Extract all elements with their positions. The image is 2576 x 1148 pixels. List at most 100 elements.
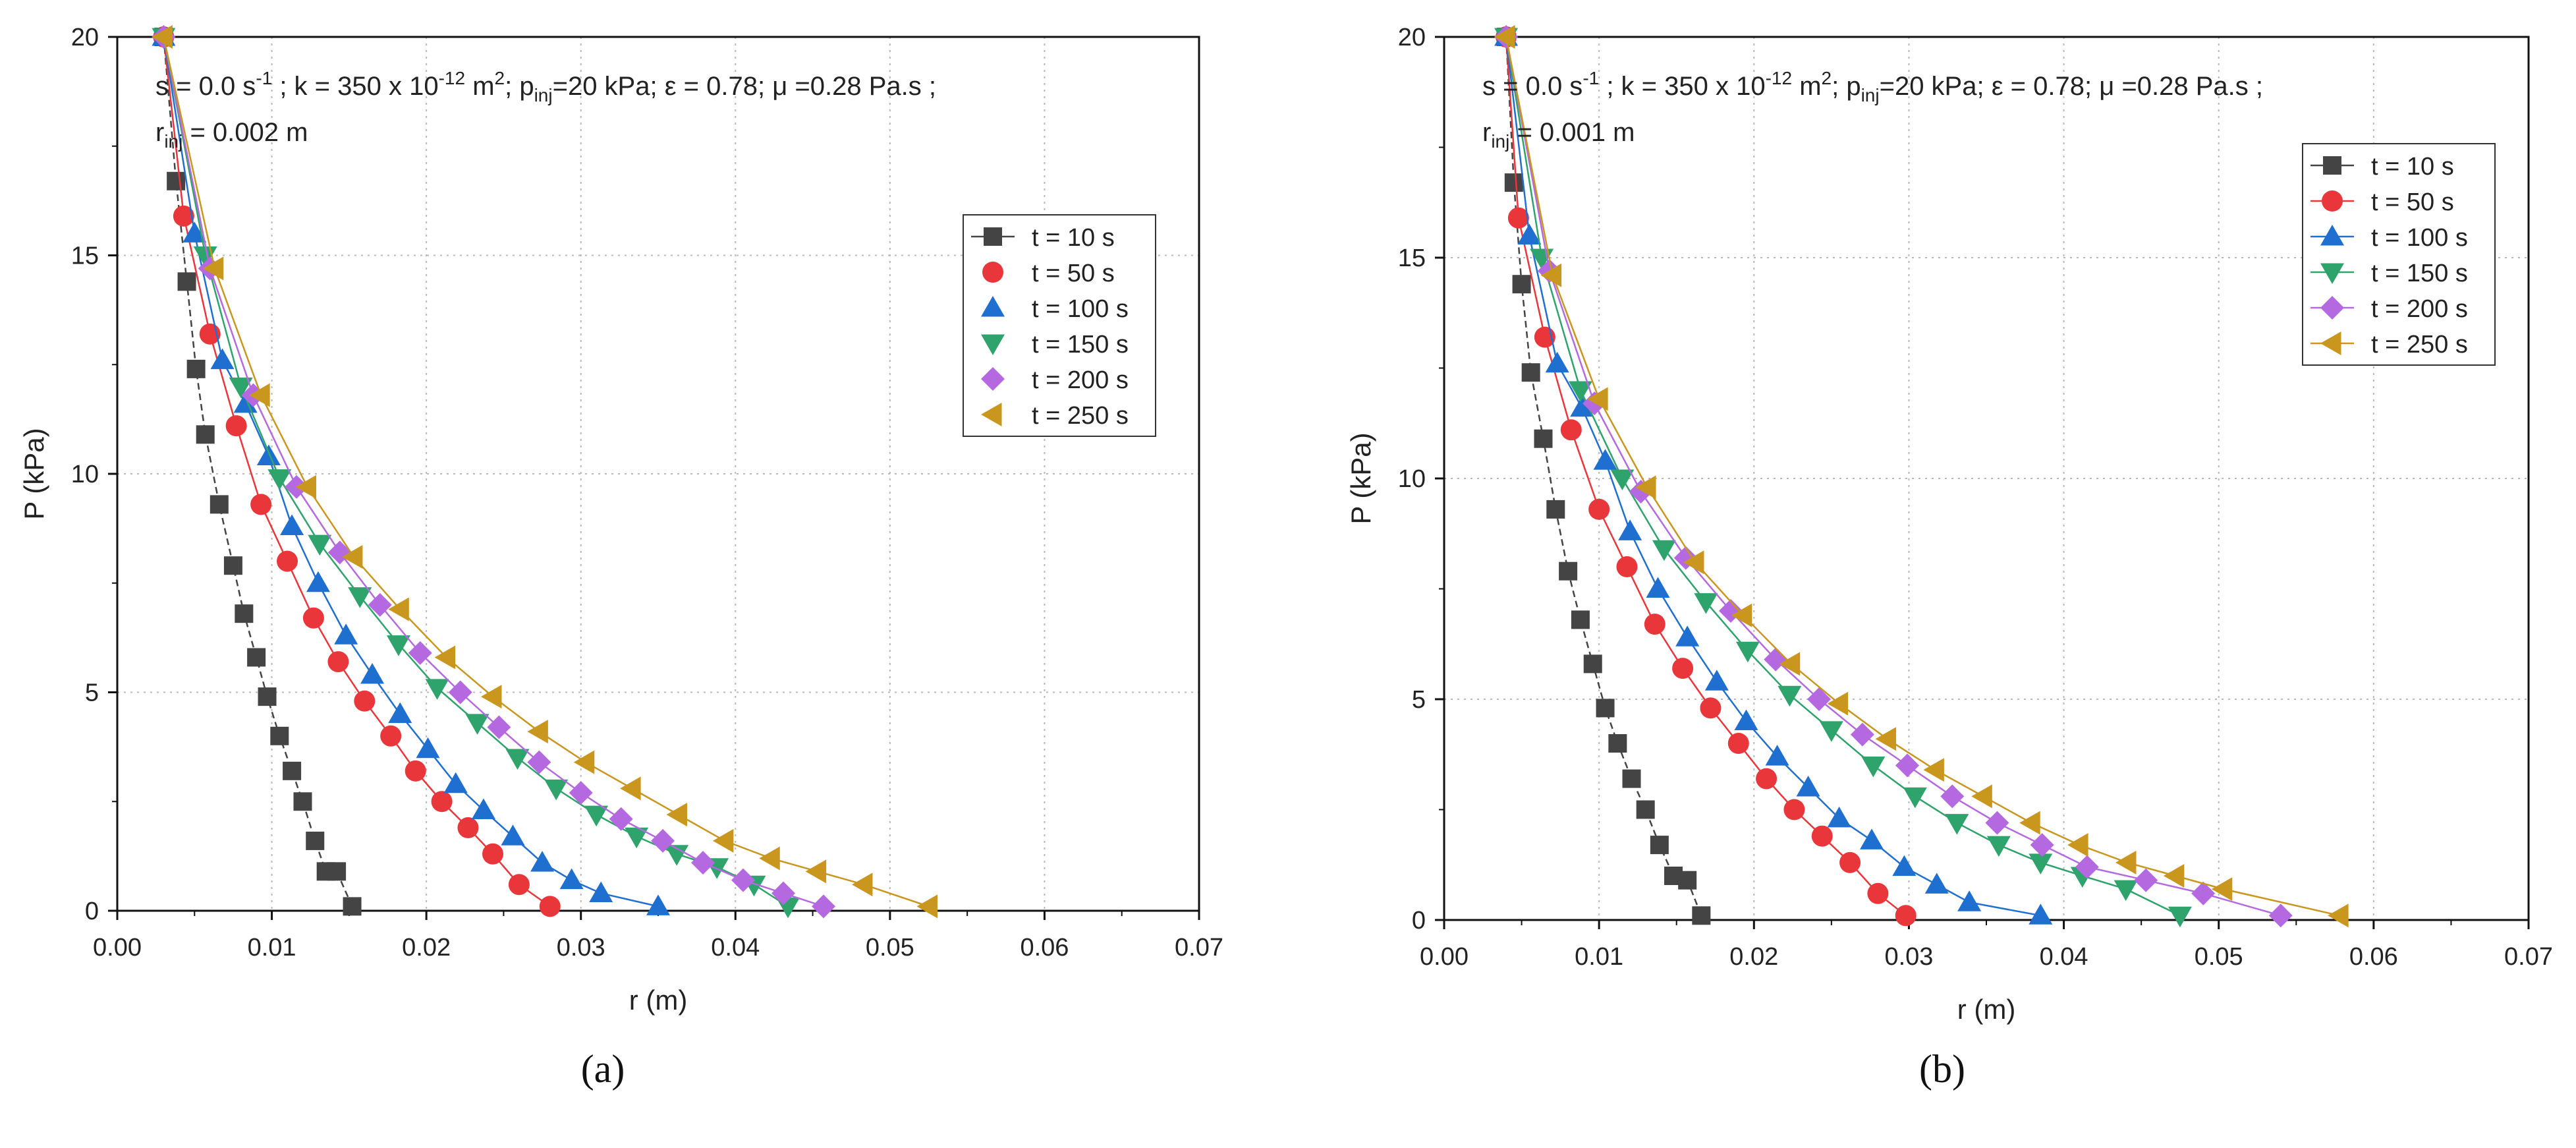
data-point bbox=[1546, 500, 1565, 519]
x-axis-label: r (m) bbox=[1957, 994, 2016, 1025]
data-point bbox=[1875, 727, 1897, 751]
data-point bbox=[731, 868, 756, 892]
legend-label: t = 10 s bbox=[1032, 224, 1115, 252]
x-tick-label: 0.04 bbox=[2040, 943, 2088, 971]
data-point bbox=[167, 171, 186, 190]
data-point bbox=[1570, 395, 1594, 417]
superscript: -12 bbox=[439, 68, 465, 88]
data-point bbox=[327, 540, 352, 565]
data-point bbox=[2168, 906, 2192, 928]
data-point bbox=[457, 817, 479, 839]
y-tick-label: 15 bbox=[1398, 244, 1426, 272]
series-line bbox=[1505, 36, 2181, 917]
data-point bbox=[508, 874, 530, 896]
data-point bbox=[1517, 223, 1542, 244]
data-point bbox=[368, 592, 392, 617]
x-tick-label: 0.00 bbox=[93, 934, 142, 961]
x-tick-label: 0.05 bbox=[2195, 943, 2243, 971]
data-point bbox=[584, 805, 609, 827]
data-point bbox=[1700, 697, 1722, 719]
data-point bbox=[186, 359, 206, 378]
data-point bbox=[360, 662, 385, 684]
data-point bbox=[1494, 25, 1515, 49]
data-point bbox=[1593, 449, 1617, 470]
data-point bbox=[651, 828, 675, 853]
x-tick-label: 0.06 bbox=[2349, 943, 2398, 971]
series-line bbox=[163, 36, 551, 907]
data-point bbox=[348, 587, 372, 608]
data-point bbox=[280, 514, 304, 536]
data-point bbox=[1735, 641, 1760, 663]
legend-item: t = 150 s bbox=[2310, 260, 2468, 287]
data-point bbox=[173, 205, 194, 227]
legend-label: t = 150 s bbox=[2371, 260, 2468, 287]
x-tick-label: 0.03 bbox=[557, 934, 605, 961]
data-point bbox=[1827, 691, 1849, 716]
data-point bbox=[1675, 625, 1700, 646]
x-tick-label: 0.06 bbox=[1020, 934, 1069, 961]
y-tick-label: 10 bbox=[1398, 465, 1426, 493]
annotation-line-2: rinj = 0.001 m bbox=[1482, 118, 1635, 152]
data-point bbox=[343, 897, 362, 916]
data-point bbox=[1512, 275, 1531, 294]
series-line bbox=[1505, 36, 1702, 916]
data-point bbox=[1534, 429, 1553, 448]
data-point bbox=[1618, 519, 1642, 540]
x-tick-label: 0.04 bbox=[711, 934, 760, 961]
subscript: inj bbox=[1861, 85, 1880, 105]
data-point bbox=[210, 495, 229, 514]
data-point bbox=[1507, 207, 1529, 229]
data-point bbox=[1839, 851, 1861, 873]
legend-marker bbox=[2323, 156, 2341, 175]
data-point bbox=[771, 881, 796, 905]
data-point bbox=[229, 377, 253, 399]
data-point bbox=[1694, 593, 1718, 614]
legend: t = 10 s t = 50 s t = 100 s t = 150 s t = 20… bbox=[963, 214, 1156, 437]
data-point bbox=[1692, 906, 1711, 925]
data-point bbox=[1945, 814, 1969, 835]
legend-item: t = 150 s bbox=[981, 331, 1129, 359]
data-point bbox=[443, 772, 468, 793]
data-point bbox=[1924, 873, 1949, 894]
x-tick-label: 0.05 bbox=[866, 934, 914, 961]
annotation-line-1: s = 0.0 s-1 ; k = 350 x 10-12 m2; pinj=2… bbox=[155, 68, 936, 105]
data-point bbox=[1616, 556, 1638, 577]
data-point bbox=[1608, 734, 1627, 753]
text-span: s = 0.0 s bbox=[1482, 72, 1582, 101]
data-point bbox=[233, 391, 258, 413]
data-point bbox=[258, 687, 277, 706]
x-tick-label: 0.03 bbox=[1884, 943, 1933, 971]
data-point bbox=[235, 604, 254, 623]
data-point bbox=[388, 597, 409, 621]
y-tick-label: 5 bbox=[1412, 686, 1426, 714]
legend-item: t = 50 s bbox=[982, 260, 1115, 287]
y-axis-label: P (kPa) bbox=[1345, 432, 1376, 524]
data-point bbox=[223, 556, 242, 575]
data-point bbox=[152, 25, 173, 49]
data-point bbox=[1672, 658, 1694, 679]
data-point bbox=[177, 272, 196, 291]
data-point bbox=[250, 494, 272, 515]
legend-marker bbox=[2320, 263, 2344, 284]
x-tick-label: 0.01 bbox=[248, 934, 296, 961]
data-point bbox=[1683, 550, 1704, 575]
data-point bbox=[327, 862, 347, 881]
data-point bbox=[620, 776, 641, 801]
data-point bbox=[1521, 363, 1540, 382]
text-span: r bbox=[155, 118, 164, 147]
series-t-250-s bbox=[152, 25, 938, 919]
data-point bbox=[471, 798, 495, 820]
x-axis-label: r (m) bbox=[629, 985, 688, 1016]
data-point bbox=[1583, 654, 1602, 674]
data-point bbox=[1783, 799, 1805, 820]
data-point bbox=[589, 881, 613, 902]
x-tick-label: 0.02 bbox=[1729, 943, 1778, 971]
data-point bbox=[408, 641, 432, 665]
data-point bbox=[1765, 745, 1789, 766]
legend-item: t = 50 s bbox=[2310, 188, 2454, 216]
panel-caption: (b) bbox=[1919, 1047, 1965, 1091]
series-t-100-s bbox=[152, 25, 670, 915]
series-t-10-s bbox=[1497, 28, 1711, 925]
data-point bbox=[759, 846, 780, 871]
data-point bbox=[487, 715, 511, 739]
